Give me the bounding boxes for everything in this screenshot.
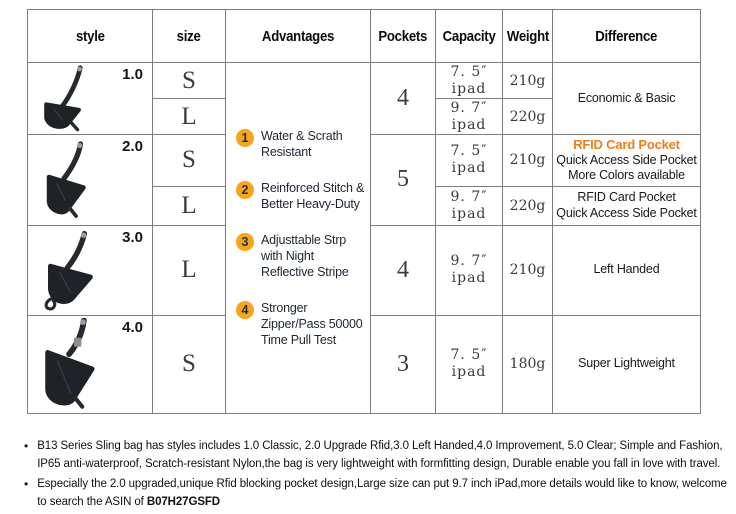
advantage-item: 2 Reinforced Stitch & Better Heavy-Duty	[236, 180, 366, 212]
table-row: L 9. 7″ ipad 220g	[28, 98, 701, 135]
capacity-cell: 9. 7″ ipad	[435, 98, 503, 135]
note-item: • B13 Series Sling bag has styles includ…	[24, 438, 728, 473]
note-text: Especially the 2.0 upgraded,unique Rfid …	[37, 478, 727, 508]
product-comparison-table-wrap: style size Advantages Pockets Capacity W…	[27, 9, 701, 414]
header-style: style	[27, 9, 153, 63]
weight-cell: 210g	[502, 134, 553, 187]
header-size: size	[152, 9, 226, 63]
size-cell: L	[152, 185, 226, 226]
weight-cell: 220g	[502, 98, 553, 135]
pockets-cell: 3	[370, 314, 436, 414]
table-row: 4.0 S 3 7. 5″ ipad 180g Super Lightweigh…	[27, 314, 701, 414]
table-row: 2.0 S 5 7. 5″ ipad 210g RFID Card Pocket…	[27, 134, 701, 226]
style-cell-4-0: 4.0	[27, 314, 153, 414]
style-cell-1-0: 1.0	[27, 62, 153, 135]
pockets-cell: 5	[370, 134, 436, 226]
style-version-label: 2.0	[122, 138, 143, 155]
capacity-cell: 9. 7″ ipad	[435, 185, 503, 226]
bullet-icon: •	[24, 477, 29, 491]
description-notes: • B13 Series Sling bag has styles includ…	[24, 438, 728, 514]
header-pockets: Pockets	[370, 9, 436, 63]
advantage-text: Stronger Zipper/Pass 50000 Time Pull Tes…	[261, 300, 363, 347]
weight-cell: 180g	[502, 314, 553, 414]
weight-cell: 210g	[502, 62, 553, 99]
advantage-number-badge: 2	[236, 180, 254, 199]
size-cell: S	[152, 134, 226, 187]
advantage-text: Adjusttable Strp with Night Reflective S…	[261, 232, 349, 279]
header-capacity: Capacity	[435, 9, 503, 63]
capacity-cell: 7. 5″ ipad	[435, 62, 503, 99]
advantage-text: Reinforced Stitch & Better Heavy-Duty	[261, 180, 365, 211]
comparison-table: style size Advantages Pockets Capacity W…	[27, 9, 701, 414]
advantage-item: 4 Stronger Zipper/Pass 50000 Time Pull T…	[236, 300, 366, 348]
bullet-icon: •	[24, 439, 29, 453]
table-row: 1.0 S 1 Water & Scrath Resistant 2 Reinf…	[27, 62, 701, 414]
advantage-text: Water & Scrath Resistant	[261, 128, 343, 159]
pockets-cell: 4	[370, 62, 436, 135]
advantages-list: 1 Water & Scrath Resistant 2 Reinforced …	[236, 128, 366, 348]
capacity-cell: 9. 7″ ipad	[435, 224, 503, 316]
header-advantages: Advantages	[225, 9, 371, 63]
style-cell-3-0: 3.0	[27, 224, 153, 316]
style-version-label: 3.0	[122, 228, 143, 246]
header-weight: Weight	[502, 9, 553, 63]
table-row: 3.0 L 4 9. 7″ ipad 210g Left Handed	[27, 224, 701, 316]
size-cell: L	[152, 224, 226, 316]
note-text: B13 Series Sling bag has styles includes…	[37, 440, 723, 470]
weight-cell: 210g	[502, 224, 553, 316]
header-difference: Difference	[552, 9, 701, 63]
difference-cell: Super Lightweight	[552, 314, 701, 414]
difference-cell: RFID Card Pocket Quick Access Side Pocke…	[552, 134, 701, 187]
style-cell-2-0: 2.0	[27, 134, 153, 226]
advantage-item: 1 Water & Scrath Resistant	[236, 128, 366, 160]
sling-bag-4-0-image	[45, 318, 95, 409]
difference-cell: Left Handed	[552, 224, 701, 316]
size-cell: L	[152, 98, 226, 135]
capacity-cell: 7. 5″ ipad	[435, 314, 503, 414]
note-bold-text: B07H27GSFD	[146, 495, 221, 508]
size-cell: S	[152, 314, 226, 414]
weight-cell: 220g	[502, 185, 553, 226]
difference-cell: Economic & Basic	[552, 62, 701, 135]
advantage-number-badge: 3	[236, 232, 254, 251]
note-item: • Especially the 2.0 upgraded,unique Rfi…	[24, 476, 728, 511]
sling-bag-1-0-image	[44, 64, 83, 131]
style-version-label: 4.0	[122, 318, 143, 336]
capacity-cell: 7. 5″ ipad	[435, 134, 503, 187]
difference-cell: RFID Card Pocket Quick Access Side Pocke…	[552, 185, 701, 226]
advantage-number-badge: 1	[236, 128, 254, 147]
advantage-number-badge: 4	[236, 300, 254, 319]
size-cell: S	[152, 62, 226, 99]
style-version-label: 1.0	[122, 66, 143, 83]
header-row: style size Advantages Pockets Capacity W…	[27, 9, 701, 63]
difference-highlight: RFID Card Pocket	[573, 137, 680, 152]
sling-bag-2-0-image	[46, 141, 86, 218]
advantage-item: 3 Adjusttable Strp with Night Reflective…	[236, 232, 366, 280]
advantages-cell: 1 Water & Scrath Resistant 2 Reinforced …	[225, 62, 371, 414]
pockets-cell: 4	[370, 224, 436, 316]
sling-bag-3-0-image	[44, 230, 93, 311]
